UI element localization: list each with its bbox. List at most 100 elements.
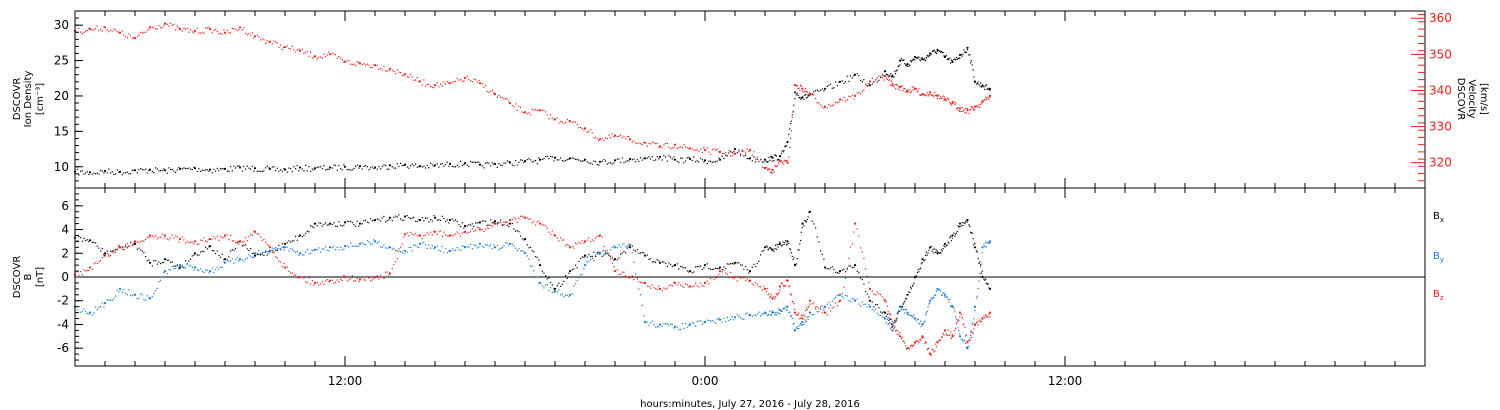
density-0-trace-dot [545, 156, 547, 158]
b-field-2-point [943, 329, 947, 332]
velocity-0-trace-dot [792, 111, 794, 113]
b-field-2-trace-dot [335, 281, 337, 283]
b-field-1-trace-dot [273, 248, 275, 250]
b-field-1-trace-dot [208, 272, 210, 274]
b-field-0-trace-dot [566, 277, 568, 279]
b-field-0-trace-dot [962, 224, 964, 226]
b-field-1-trace-dot [76, 309, 78, 311]
velocity-0-trace-dot [653, 142, 655, 144]
density-0-trace-dot [386, 168, 388, 170]
density-0-trace-dot [977, 81, 979, 83]
b-field-0-trace-dot [141, 250, 143, 252]
density-0-trace-dot [748, 158, 750, 160]
density-0-trace-dot [989, 89, 991, 91]
b-field-2-trace-dot [821, 312, 823, 314]
b-field-0-trace-dot [301, 235, 303, 238]
b-field-1-trace-dot [876, 312, 878, 314]
b-field-1-trace-dot [725, 321, 727, 323]
b-field-2-trace-dot [756, 283, 758, 285]
density-0-trace-dot [746, 158, 748, 160]
b-field-2-trace-dot [730, 272, 732, 274]
density-0-trace-dot [979, 85, 981, 87]
b-field-2-trace-dot [328, 281, 330, 283]
velocity-0-trace-dot [753, 151, 755, 153]
b-field-1-trace-dot [788, 312, 790, 314]
b-field-1-trace-dot [181, 264, 183, 266]
b-field-2-trace-dot [706, 280, 708, 282]
velocity-0-trace-dot [241, 29, 243, 31]
density-0-trace-dot [586, 161, 588, 163]
b-field-1-trace-dot [880, 314, 882, 316]
density-0-trace-dot [783, 150, 785, 152]
velocity-0-trace-dot [86, 29, 88, 32]
b-field-1-trace-dot [326, 249, 328, 251]
b-field-2-trace-dot [902, 340, 904, 342]
density-0-trace-dot [265, 167, 267, 169]
density-0-trace-dot [920, 60, 922, 62]
velocity-0-trace-dot [929, 93, 931, 95]
b-field-2-trace-dot [920, 339, 922, 341]
b-field-0-trace-dot [798, 249, 800, 251]
b-field-0-trace-dot [156, 263, 158, 265]
b-field-1-trace-dot [984, 246, 986, 248]
velocity-0-trace-dot [205, 27, 207, 29]
b-field-2-trace-dot [683, 286, 685, 288]
b-field-1-trace-dot [798, 328, 800, 330]
b-field-0-trace-dot [293, 240, 295, 242]
velocity-0-trace-dot [880, 76, 882, 78]
b-field-1-trace-dot [959, 333, 961, 335]
b-field-0-trace-dot [701, 268, 703, 271]
b-field-1-point [328, 246, 332, 249]
velocity-0-trace-dot [915, 88, 917, 90]
b-field-2-trace-dot [206, 241, 208, 243]
density-0-trace-dot [646, 157, 648, 159]
b-field-1-trace-dot [701, 323, 703, 325]
density-0-trace-dot [618, 158, 620, 160]
b-field-1-point [793, 329, 797, 332]
velocity-0-trace-dot [633, 140, 635, 142]
velocity-0-trace-dot [231, 27, 233, 29]
b-field-0-trace-dot [960, 225, 962, 227]
b-field-2-trace-dot [86, 269, 88, 272]
b-field-2-trace-dot [909, 348, 911, 350]
density-0-point [883, 70, 887, 73]
b-field-0-trace-dot [365, 219, 367, 221]
legend-entry-bz: Bz [1433, 289, 1444, 302]
b-field-1-trace-dot [775, 312, 777, 314]
b-field-2-trace-dot [983, 315, 985, 317]
b-field-1-trace-dot [123, 289, 125, 291]
b-field-0-trace-dot [661, 261, 663, 263]
b-field-2-trace-dot [200, 239, 202, 241]
density-0-trace-dot [971, 64, 973, 66]
density-0-trace-dot [96, 172, 98, 174]
density-0-trace-dot [902, 59, 904, 62]
density-0-trace-dot [901, 59, 903, 61]
b-field-1-trace-dot [963, 339, 965, 341]
density-0-trace-dot [910, 61, 912, 63]
b-field-1-trace-dot [665, 323, 667, 325]
velocity-0-trace-dot [780, 160, 782, 162]
velocity-0-trace-dot [693, 149, 695, 151]
density-0-trace-dot [158, 170, 160, 172]
b-field-0-trace-dot [380, 220, 382, 222]
b-field-2-trace-dot [620, 273, 622, 275]
density-0-trace-dot [688, 156, 690, 158]
density-0-trace-dot [231, 170, 233, 172]
b-field-1-trace-dot [656, 326, 658, 328]
density-0-trace-dot [115, 173, 117, 175]
b-field-0-trace-dot [571, 269, 573, 271]
b-field-1-point [898, 305, 902, 308]
velocity-0-trace-dot [942, 95, 944, 97]
b-field-1-trace-dot [635, 273, 637, 275]
velocity-0-trace-dot [715, 149, 717, 151]
density-0-trace-dot [767, 161, 769, 163]
b-field-0-trace-dot [126, 247, 128, 249]
density-0-trace-dot [914, 59, 916, 61]
b-field-2-trace-dot [393, 264, 395, 266]
b-field-2-trace-dot [453, 234, 455, 236]
density-0-trace-dot [686, 157, 688, 159]
b-field-1-trace-dot [553, 291, 555, 293]
b-field-0-trace-dot [160, 263, 162, 265]
velocity-0-trace-dot [580, 126, 582, 128]
density-0-trace-dot [774, 154, 776, 156]
